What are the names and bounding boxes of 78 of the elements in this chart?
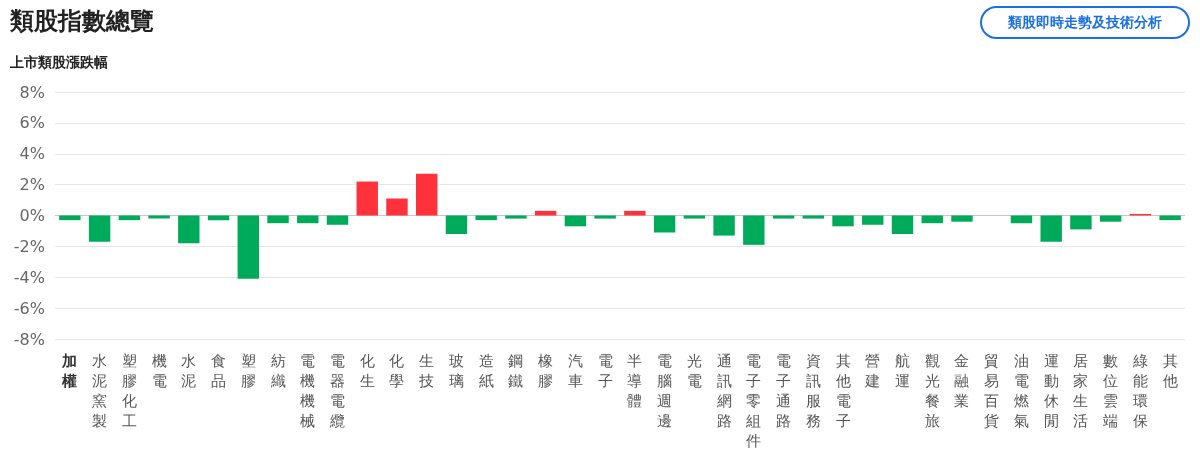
x-tick-label: 航運 [895,352,910,390]
x-tick-label: 觀光餐旅 [924,352,940,430]
x-tick-label: 通訊網路 [715,352,732,430]
x-tick-label: 塑膠 [240,352,256,390]
x-tick-label: 電器電纜 [329,352,345,430]
y-tick-label: -2% [13,236,45,256]
x-tick-label: 生技 [418,352,435,390]
bar [88,215,111,242]
x-tick-label: 電子 [597,352,613,390]
x-tick-label: 油電燃氣 [1013,352,1029,430]
bar [1099,215,1122,222]
bar [237,215,259,279]
bar [683,215,706,219]
x-tick-label: 電子零組件 [745,352,762,450]
bar [594,215,616,219]
x-tick-label: 造紙 [478,352,494,390]
x-tick-label: 玻璃 [448,352,464,390]
bar [653,215,676,233]
x-tick-label: 鋼鐵 [508,352,524,390]
y-tick-label: 6% [19,113,45,133]
y-tick-label: 8% [19,82,45,102]
bar [862,215,884,225]
link-button: 類股即時走勢及技術分析 [980,6,1190,39]
y-tick-label: -4% [13,267,45,287]
x-tick-label: 居家生活 [1073,352,1089,430]
bar [743,215,765,245]
bar [326,215,349,225]
x-tick-label: 電機機械 [300,352,316,430]
bar [386,198,408,216]
bar [534,210,557,216]
x-tick-label: 運動休閒 [1043,352,1059,430]
x-tick-label: 塑膠化工 [121,352,137,430]
bar [832,215,854,227]
x-tick-label: 其他 [1162,352,1178,390]
y-tick-label: 0% [19,206,45,225]
x-tick-label: 橡膠 [538,352,554,390]
x-tick-label: 電子通路 [776,352,792,430]
bar [445,215,468,235]
bar [891,215,914,235]
y-tick-label: 2% [19,175,45,195]
x-tick-label: 水泥窯製 [92,352,108,430]
bar [178,215,200,244]
bar [624,210,646,216]
bar [148,215,170,219]
x-tick-label: 金融業 [954,352,970,410]
x-tick-label: 水泥 [181,352,197,390]
bar [951,215,973,222]
x-tick-label: 電腦週邊 [657,352,673,430]
x-tick-label: 化生 [359,352,375,390]
bar [1070,215,1092,230]
x-tick-label: 其他電子 [835,352,851,430]
chart-title: 類股指數總覽 [10,6,154,37]
x-tick-label: 加權 [61,352,78,390]
y-tick-label: 4% [19,144,45,164]
x-tick-label: 機電 [151,352,167,390]
x-tick-label: 綠能環保 [1131,352,1148,430]
bar [1040,215,1062,242]
x-tick-label: 化學 [389,352,405,390]
bar [713,215,735,236]
x-tick-label: 營建 [864,352,881,390]
x-tick-label: 半導體 [627,352,643,410]
bar [772,215,795,219]
x-tick-label: 光電 [686,352,702,390]
x-tick-label: 貿易百貨 [984,352,1000,430]
x-tick-label: 汽車 [567,352,583,390]
y-tick-label: -8% [13,329,45,349]
x-tick-label: 食品 [211,352,227,390]
x-tick-label: 資訊服務 [805,352,821,430]
chart-subtitle: 上市類股漲跌幅 [10,53,108,72]
bar [802,215,824,219]
bar [267,215,289,224]
y-tick-label: -6% [13,298,45,318]
bar [356,181,378,216]
x-tick-label: 數位雲端 [1103,352,1119,430]
bar [505,215,527,219]
bar [416,173,438,216]
x-tick-label: 紡織 [269,352,286,390]
bar [564,215,587,227]
